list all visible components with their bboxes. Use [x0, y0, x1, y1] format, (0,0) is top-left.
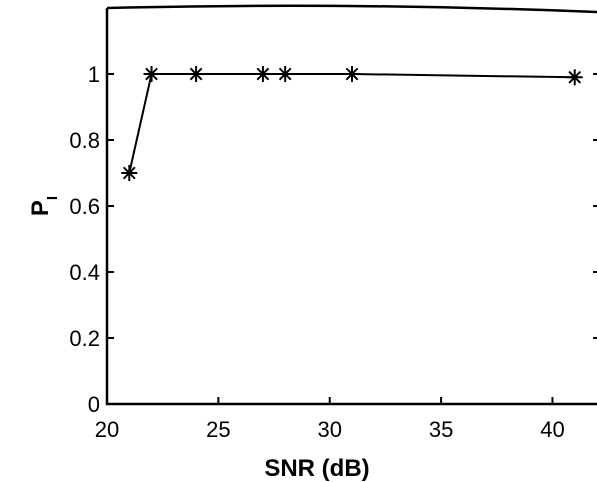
y-axis-label: PI — [27, 196, 61, 216]
x-axis-ticks: 20 25 30 35 40 — [95, 397, 565, 442]
data-point-marker — [254, 66, 271, 82]
y-tick-label: 0.4 — [69, 260, 100, 285]
data-point-marker — [277, 66, 294, 82]
data-point-marker — [143, 66, 160, 82]
series-line — [128, 73, 575, 174]
data-point-marker — [121, 165, 138, 181]
y-axis-label-subscript: I — [44, 196, 61, 200]
y-tick-label: 0.6 — [69, 194, 100, 219]
y-tick-label: 0 — [88, 392, 100, 417]
x-tick-label: 40 — [540, 417, 564, 442]
data-point-marker — [188, 66, 205, 82]
x-tick-label: 35 — [429, 417, 453, 442]
y-axis-label-group: PI — [27, 196, 61, 216]
x-tick-label: 25 — [206, 417, 230, 442]
right-axis-ticks — [593, 73, 597, 405]
y-tick-label: 1 — [88, 62, 100, 87]
data-point-marker — [566, 69, 583, 86]
y-axis-label-main: P — [27, 200, 54, 216]
series — [121, 66, 583, 181]
x-tick-label: 30 — [317, 417, 341, 442]
axes — [105, 4, 597, 406]
y-tick-label: 0.2 — [69, 326, 100, 351]
y-tick-label: 0.8 — [69, 128, 100, 153]
x-tick-label: 20 — [95, 417, 119, 442]
axis-frame — [105, 4, 597, 406]
data-point-marker — [344, 66, 360, 82]
y-axis-ticks: 0 0.2 0.4 0.6 0.8 1 — [69, 62, 114, 417]
x-axis-label: SNR (dB) — [264, 455, 369, 482]
